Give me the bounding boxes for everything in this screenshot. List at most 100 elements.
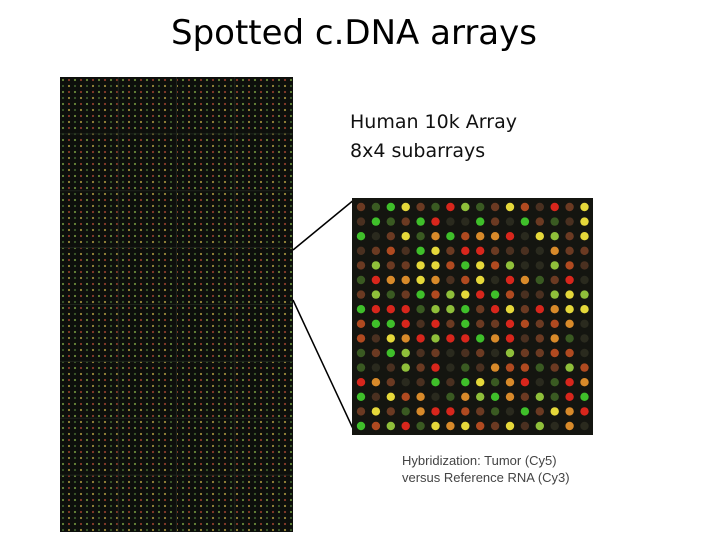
spot (535, 290, 544, 299)
spot (520, 392, 530, 401)
spot (520, 407, 530, 416)
spot (490, 334, 500, 343)
spot (550, 202, 559, 212)
caption-line: versus Reference RNA (Cy3) (402, 470, 570, 485)
spot (431, 334, 440, 343)
spot (520, 319, 530, 328)
spot (476, 290, 485, 299)
spot (356, 334, 366, 343)
spot (431, 363, 440, 372)
spot (416, 319, 425, 328)
spot (580, 378, 589, 387)
spot (431, 421, 440, 431)
spot (371, 202, 381, 212)
spot (505, 275, 515, 285)
spot (371, 392, 381, 401)
spot (476, 334, 485, 343)
spot (505, 334, 515, 343)
spot (461, 392, 470, 401)
spot (476, 232, 485, 241)
subarray-grid (60, 77, 293, 532)
spot (371, 421, 381, 431)
spot (490, 202, 500, 212)
spot (520, 421, 530, 431)
zoom-line (292, 299, 356, 434)
spot (416, 421, 425, 431)
spot (490, 305, 500, 314)
spot (446, 275, 455, 285)
spot (446, 378, 455, 387)
caption-line: Hybridization: Tumor (Cy5) (402, 453, 557, 468)
spot (431, 407, 440, 416)
spot (386, 246, 395, 255)
spot (431, 348, 440, 358)
spot (565, 378, 574, 387)
spot (550, 217, 559, 226)
spot (401, 232, 410, 241)
annotation-line: 8x4 subarrays (350, 140, 485, 162)
spot (371, 334, 381, 343)
spot (535, 275, 544, 285)
spot (356, 363, 366, 372)
spot (461, 334, 470, 343)
spot (371, 378, 381, 387)
spot (401, 392, 410, 401)
spot (550, 261, 559, 270)
spot (461, 246, 470, 255)
spot (490, 290, 500, 299)
annotation-line: Human 10k Array (350, 111, 517, 133)
spot (580, 392, 589, 401)
spot (416, 392, 425, 401)
spot (520, 378, 530, 387)
spot (416, 261, 425, 270)
spot (431, 319, 440, 328)
zoom-spots (356, 202, 589, 431)
spot (356, 305, 366, 314)
spot (401, 363, 410, 372)
spot (550, 334, 559, 343)
spot (371, 246, 381, 255)
spot (431, 392, 440, 401)
spot (386, 421, 395, 431)
spot (505, 246, 515, 255)
spot (580, 246, 589, 255)
spot (505, 407, 515, 416)
spot (520, 232, 530, 241)
spot (490, 363, 500, 372)
spot (565, 392, 574, 401)
spot (565, 407, 574, 416)
spot (386, 217, 395, 226)
spot (371, 407, 381, 416)
spot (446, 392, 455, 401)
spot (446, 246, 455, 255)
spot (386, 202, 395, 212)
spot (446, 348, 455, 358)
spot (535, 348, 544, 358)
spot (461, 232, 470, 241)
spot (490, 348, 500, 358)
spot (446, 363, 455, 372)
spot (520, 261, 530, 270)
spot (550, 378, 559, 387)
spot (371, 348, 381, 358)
spot (356, 232, 366, 241)
spot (580, 319, 589, 328)
spot (356, 392, 366, 401)
spot (371, 305, 381, 314)
spot (371, 363, 381, 372)
spot (490, 246, 500, 255)
spot (416, 363, 425, 372)
spot (565, 246, 574, 255)
spot (520, 202, 530, 212)
spot (580, 421, 589, 431)
spot (476, 305, 485, 314)
spot (356, 378, 366, 387)
spot (505, 348, 515, 358)
spot (386, 363, 395, 372)
spot (535, 217, 544, 226)
spot (476, 392, 485, 401)
spot (520, 246, 530, 255)
spot (446, 202, 455, 212)
spot (356, 421, 366, 431)
spot (356, 319, 366, 328)
